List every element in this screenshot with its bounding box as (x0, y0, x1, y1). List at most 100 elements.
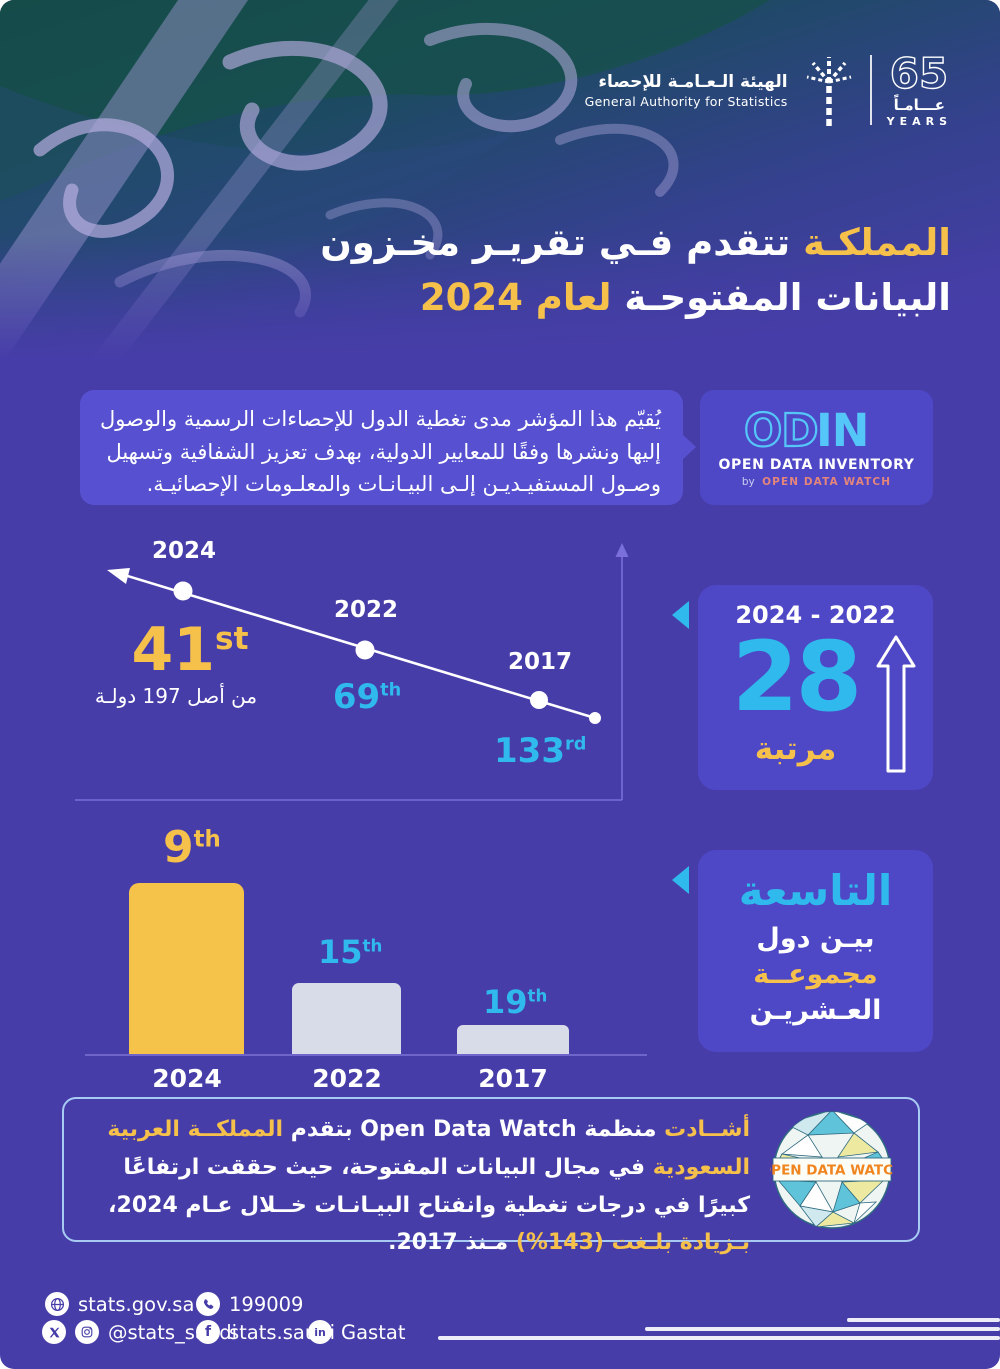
title-line2-white: البيانات المفتوحـة (624, 275, 951, 319)
bar-2024 (129, 883, 244, 1054)
rank-2022-suffix: th (380, 680, 402, 701)
bar-rank-2024: 9th (163, 826, 221, 870)
gastat-name: الهيئة الـعـامـة للإحصاء General Authori… (585, 72, 788, 109)
bar-rank-2024-suffix: th (193, 826, 221, 853)
odin-logo-box: OD IN OPEN DATA INVENTORY by OPEN DATA W… (700, 390, 933, 505)
linkedin-text: Gastat (341, 1320, 406, 1344)
x-twitter-icon (42, 1320, 66, 1344)
point-2022 (355, 640, 375, 660)
odin-logo: OD IN (742, 407, 869, 455)
decor-line-3 (438, 1336, 1000, 1340)
anniversary-65-number: 65 (889, 53, 949, 95)
commendation-part4: في مجال البيانات المفتوحة، حيث حققت ارتف… (108, 1154, 750, 1218)
improvement-value: 28 (731, 621, 863, 733)
anniversary-65-logo: 65 عـــامـاً YEARS (887, 53, 952, 128)
bar-year-2017: 2017 (478, 1064, 548, 1093)
commendation-praised: أشــادت (664, 1117, 750, 1142)
improvement-period: 2024 - 2022 (735, 601, 896, 629)
linkedin-icon: in (308, 1320, 332, 1344)
rank-2017-suffix: rd (564, 734, 587, 755)
card-pointer-icon (672, 601, 689, 629)
out-of-countries-note: من أصل 197 دولـة (94, 684, 258, 708)
rank-2024-suffix: st (215, 621, 249, 657)
decor-line-2 (645, 1327, 1000, 1331)
gastat-name-english: General Authority for Statistics (584, 93, 788, 109)
rank-2022-number: 69 (332, 677, 381, 717)
line-label-year-2024: 2024 (152, 538, 217, 564)
flag-header-art (0, 0, 1000, 360)
gastat-palm-icon (806, 57, 851, 126)
bar-rank-2022: 15th (318, 936, 382, 968)
rank-2024-number: 41 (131, 615, 216, 685)
g20-line4: العـشريـن (749, 995, 882, 1026)
phone-icon (196, 1292, 220, 1316)
point-2017 (530, 691, 548, 709)
open-data-watch-logo: OPEN DATA WATCH (770, 1111, 894, 1229)
bar-rank-2017-suffix: th (527, 986, 548, 1006)
logo-divider (869, 55, 872, 125)
g20-line3: مجموعــة (753, 959, 878, 990)
ranking-line-chart (75, 543, 629, 801)
bar-rank-2022-suffix: th (362, 936, 383, 956)
commendation-part6: مـنذ 2017. (388, 1230, 509, 1256)
point-2024 (173, 581, 193, 601)
bar-year-2022: 2022 (312, 1064, 382, 1093)
rank-2017-number: 133 (494, 731, 565, 771)
bar-year-2024: 2024 (152, 1064, 222, 1093)
bar-rank-2022-number: 15 (318, 933, 363, 971)
anniversary-arabic: عـــامـاً (893, 95, 945, 114)
footer-phone: 199009 (196, 1292, 303, 1316)
improvement-card: 2024 - 2022 28 مرتبة (672, 585, 933, 790)
g20-line2: بيـن دول (756, 923, 875, 954)
commendation-increase: بـزيادة بلـغت (143%) (515, 1230, 750, 1256)
bar-2022 (292, 983, 401, 1054)
bar-chart-baseline (85, 1054, 647, 1056)
line-label-year-2017: 2017 (508, 649, 573, 675)
line-label-year-2022: 2022 (334, 597, 399, 623)
page-title: المملكـة تتقدم فـي تقريـر مخـزون البيانا… (211, 216, 951, 326)
commendation-part2: منظمة Open Data Watch بتقدم (290, 1117, 657, 1142)
bar-rank-2017: 19th (483, 986, 547, 1018)
odin-by-org: OPEN DATA WATCH (762, 476, 892, 488)
footer-linkedin: in Gastat (308, 1320, 405, 1344)
anniversary-english: YEARS (886, 114, 952, 128)
bar-rank-2017-number: 19 (483, 983, 528, 1021)
g20-rank-word: التاسعة (738, 866, 893, 915)
commendation-text: أشــادت منظمة Open Data Watch بتقدم المم… (90, 1111, 750, 1262)
y-axis-arrowhead (615, 543, 629, 557)
title-line1-rest: تتقدم فـي تقريـر مخـزون (320, 221, 791, 264)
odin-logo-name: OPEN DATA INVENTORY (718, 457, 915, 473)
bar-rank-2024-number: 9 (163, 822, 194, 873)
gastat-name-arabic: الهيئة الـعـامـة للإحصاء (598, 71, 788, 92)
page-title-line1: المملكـة تتقدم فـي تقريـر مخـزون (211, 216, 951, 271)
g20-rank-card: التاسعة بيـن دول مجموعــة العـشريـن (672, 850, 933, 1052)
rank-2022: 69th (330, 680, 404, 714)
bar-2017 (457, 1025, 569, 1054)
odin-by-label: by (741, 476, 755, 488)
odin-logo-byline: by OPEN DATA WATCH (742, 476, 891, 488)
page-title-line2: البيانات المفتوحـة لعام 2024 (211, 271, 951, 326)
up-arrow-icon (876, 635, 916, 773)
globe-icon (45, 1292, 69, 1316)
title-highlight-year: لعام 2024 (419, 275, 612, 319)
gastat-logo-block: الهيئة الـعـامـة للإحصاء General Authori… (585, 52, 952, 128)
svg-text:OD: OD (744, 407, 818, 455)
phone-text: 199009 (229, 1292, 304, 1316)
improvement-unit: مرتبة (754, 731, 837, 767)
facebook-icon: f (196, 1320, 220, 1344)
decor-line-1 (847, 1318, 1000, 1322)
website-text: stats.gov.sa (78, 1292, 195, 1316)
rank-2017: 133rd (494, 731, 587, 771)
footer-website: stats.gov.sa (45, 1292, 194, 1316)
svg-text:OPEN DATA WATCH: OPEN DATA WATCH (770, 1163, 894, 1179)
rank-2024: 41st (128, 620, 252, 680)
point-line-end (589, 712, 601, 724)
commendation-kingdom: المملكــة العربية السعودية (107, 1117, 750, 1180)
card-pointer-icon (672, 866, 689, 894)
title-highlight-kingdom: المملكـة (803, 221, 951, 264)
svg-text:IN: IN (816, 407, 868, 455)
trend-arrowhead (107, 568, 130, 584)
odin-description-text: يُقيّم هذا المؤشر مدى تغطية الدول للإحصا… (100, 407, 661, 497)
instagram-icon (75, 1320, 99, 1344)
